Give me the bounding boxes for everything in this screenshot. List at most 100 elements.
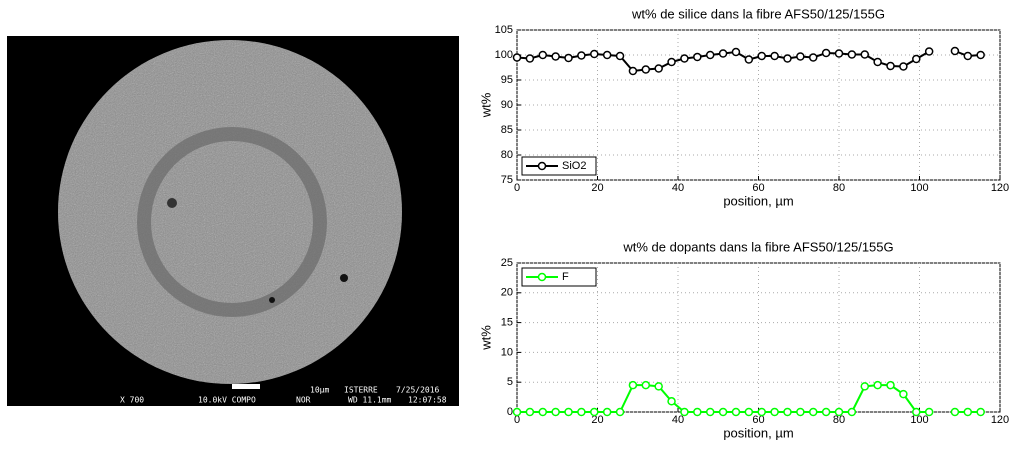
scale-text: 10µm [310,386,329,395]
data-point [615,407,625,417]
x-tick-label: 120 [991,414,1009,426]
data-point [680,54,689,63]
y-tick-label: 85 [501,124,513,136]
data-point [873,380,882,390]
data-point [564,407,573,417]
data-point [976,407,985,417]
data-point [770,407,779,417]
data-point [654,64,663,73]
data-point [667,57,676,67]
chart: 75 80 85 90 95 100 105 0 20 40 60 80 100 120 wt% de si… [478,6,1009,208]
data-point [873,57,882,67]
legend-box [521,156,597,176]
data-point [538,50,548,60]
data-point [628,380,638,390]
x-tick-label: 0 [514,414,520,426]
pore [340,274,348,282]
data-point [912,54,921,64]
data-point [924,47,934,56]
data-point [641,380,651,390]
wd-text: WD 11.1mm [348,396,392,405]
x-tick-label: 80 [833,414,845,426]
pore [269,297,275,303]
legend-label: F [562,271,569,283]
data-point [538,407,548,417]
data-point [590,49,599,59]
data-point [963,51,973,61]
data-point [551,407,560,417]
core-ring [137,127,327,317]
data-point [590,407,599,417]
legend-label: SiO2 [562,160,586,172]
data-point [577,51,586,60]
data-point [705,50,715,60]
data-point [976,50,985,60]
time-text: 12:07:58 [408,396,447,405]
data-point [680,407,689,417]
date-text: 7/25/2016 [396,386,440,395]
y-tick-label: 25 [501,257,513,269]
data-point [912,407,921,417]
data-point [834,407,844,417]
legend-box [521,267,597,287]
legend-marker [537,272,547,282]
x-tick-label: 20 [591,182,603,194]
y-tick-label: 20 [501,287,513,299]
data-point [602,50,612,60]
data-point [834,49,844,58]
data-point [602,407,612,417]
data-point [808,53,818,62]
data-point [950,46,960,56]
data-point [770,51,779,61]
magnification-text: X 700 [120,396,144,405]
data-point [731,407,741,417]
data-point [744,407,754,417]
x-tick-label: 100 [910,414,928,426]
data-point [705,407,715,417]
data-point [860,382,870,391]
data-point [821,407,831,417]
data-point [821,48,831,58]
data-point [667,397,676,406]
data-point [783,407,792,417]
data-point [963,407,973,417]
data-point [886,61,895,71]
x-tick-label: 0 [514,182,520,194]
data-point [693,52,702,62]
y-tick-label: 5 [507,376,513,388]
data-point [860,50,870,59]
data-point [783,54,792,63]
data-point [641,65,651,74]
scale-bar [232,384,260,389]
y-tick-label: 10 [501,346,513,358]
mode-text: 10.0kV COMPO [198,396,256,405]
y-tick-label: 80 [501,149,513,161]
data-point [950,407,960,417]
data-point [886,380,895,390]
data-point [628,66,638,76]
lab-text: ISTERRE [344,386,378,395]
x-axis-label: position, µm [723,193,793,208]
chart-title: wt% de silice dans la fibre AFS50/125/15… [631,6,885,21]
x-tick-label: 40 [672,182,684,194]
data-point [796,407,805,417]
data-point [512,407,522,417]
data-point [654,382,663,391]
fiber-texture [58,40,402,384]
x-tick-label: 60 [752,182,764,194]
y-tick-label: 105 [495,24,513,36]
data-point [718,49,728,58]
data-point [757,407,766,417]
x-tick-label: 80 [833,182,845,194]
data-point [796,52,805,61]
y-tick-label: 95 [501,74,513,86]
chart: 0 5 10 15 20 25 0 20 40 60 80 100 120 wt% de dopants … [478,239,1009,440]
y-tick-label: 90 [501,99,513,111]
x-tick-label: 40 [672,414,684,426]
chart-title: wt% de dopants dans la fibre AFS50/125/1… [622,239,893,254]
data-point [731,47,741,57]
x-tick-label: 60 [752,414,764,426]
data-point [847,50,857,59]
data-point [718,407,728,417]
